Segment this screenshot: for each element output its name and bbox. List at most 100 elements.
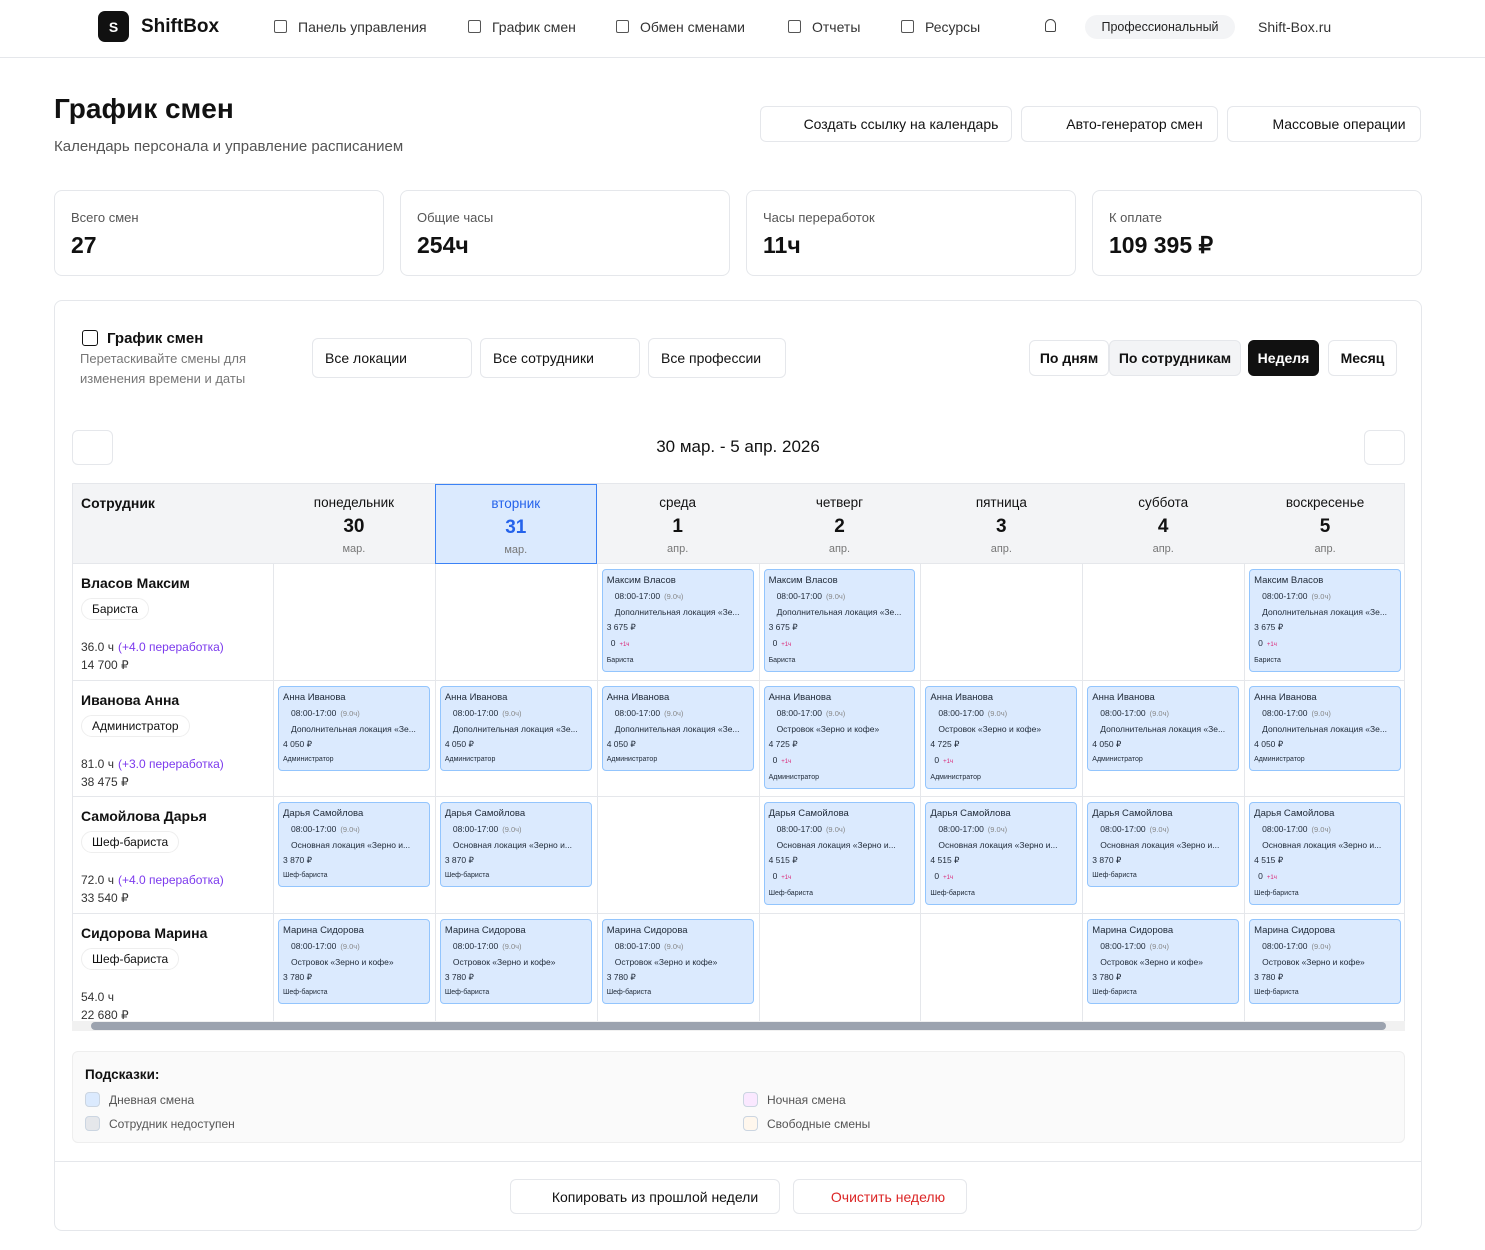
shift-location: Дополнительная локация «Зе... xyxy=(1262,723,1387,734)
shift-card[interactable]: Марина Сидорова 08:00-17:00 (9.0ч) Островок… xyxy=(1249,919,1401,1005)
view-toggle[interactable]: Неделя xyxy=(1248,340,1319,376)
duration: (9.0ч) xyxy=(1149,941,1169,951)
shift-pay: 3 780 ₽ xyxy=(606,972,636,983)
duration: (9.0ч) xyxy=(1311,824,1331,834)
shift-card[interactable]: Дарья Самойлова 08:00-17:00 (9.0ч) Основная… xyxy=(925,802,1078,905)
shift-pay: 4 515 ₽ xyxy=(768,855,798,866)
shift-card[interactable]: Максим Власов 08:00-17:00 (9.0ч) Дополнител… xyxy=(763,569,916,672)
shift-role: Администратор xyxy=(930,773,981,781)
shift-time: 08:00-17:00 (9.0ч) xyxy=(1088,939,1238,955)
shift-pay: 4 050 ₽ xyxy=(606,739,636,750)
stat-value: 109 395 ₽ xyxy=(1109,232,1214,258)
shift-card[interactable]: Дарья Самойлова 08:00-17:00 (9.0ч) Основная… xyxy=(1249,802,1401,905)
shift-time: 08:00-17:00 (9.0ч) xyxy=(603,706,753,722)
duration: (9.0ч) xyxy=(502,824,522,834)
filter-select[interactable]: Все локации xyxy=(312,338,472,378)
shift-pay: 3 675 ₽ xyxy=(768,622,798,633)
action-button[interactable]: Создать ссылку на календарь xyxy=(760,106,1012,142)
day-header: понедельник 30 мар. xyxy=(273,484,435,564)
shift-card[interactable]: Анна Иванова 08:00-17:00 (9.0ч) Дополнитель… xyxy=(601,686,754,772)
stat-label: Всего смен xyxy=(71,210,139,225)
shift-card[interactable]: Марина Сидорова 08:00-17:00 (9.0ч) Островок… xyxy=(1087,919,1240,1005)
time: 08:00-17:00 xyxy=(938,707,984,718)
shift-role: Шеф-бариста xyxy=(768,889,814,897)
weekday: четверг xyxy=(815,495,864,510)
shift-employee: Анна Иванова xyxy=(283,692,346,703)
role-badge: Администратор xyxy=(81,715,190,737)
nav-link[interactable]: Панель управления xyxy=(298,19,427,35)
nav-icon xyxy=(788,20,801,33)
shift-pay: 3 675 ₽ xyxy=(606,622,636,633)
employee-name: Власов Максим xyxy=(81,575,190,591)
view-toggle[interactable]: Месяц xyxy=(1328,340,1397,376)
shift-employee: Марина Сидорова xyxy=(1254,925,1335,936)
stat-label: К оплате xyxy=(1109,210,1163,225)
brand[interactable]: ShiftBox xyxy=(141,16,220,37)
shift-card[interactable]: Дарья Самойлова 08:00-17:00 (9.0ч) Основная… xyxy=(763,802,916,905)
shift-card[interactable]: Марина Сидорова 08:00-17:00 (9.0ч) Островок… xyxy=(601,919,754,1005)
shift-card[interactable]: Дарья Самойлова 08:00-17:00 (9.0ч) Основная… xyxy=(439,802,592,888)
nav-link[interactable]: Ресурсы xyxy=(925,19,981,35)
row-divider xyxy=(73,796,1404,797)
shift-card[interactable]: Анна Иванова 08:00-17:00 (9.0ч) Дополнитель… xyxy=(439,686,592,772)
shift-card[interactable]: Анна Иванова 08:00-17:00 (9.0ч) Дополнитель… xyxy=(1087,686,1240,772)
shift-time: 08:00-17:00 (9.0ч) xyxy=(926,822,1076,838)
shift-extra: 0 +1ч xyxy=(926,753,1076,771)
shift-card[interactable]: Максим Власов 08:00-17:00 (9.0ч) Дополнител… xyxy=(601,569,754,672)
clear-button[interactable]: Очистить неделю xyxy=(793,1179,967,1214)
shift-location: Основная локация «Зерно и... xyxy=(1262,839,1382,850)
shift-location: Дополнительная локация «Зе... xyxy=(452,723,578,734)
weekday: среда xyxy=(659,495,697,510)
shift-role: Шеф-бариста xyxy=(444,989,490,997)
shift-time: 08:00-17:00 (9.0ч) xyxy=(603,939,753,955)
view-toggle[interactable]: По сотрудникам xyxy=(1109,340,1241,376)
shift-card[interactable]: Анна Иванова 08:00-17:00 (9.0ч) Островок «З… xyxy=(763,686,916,789)
shift-card[interactable]: Марина Сидорова 08:00-17:00 (9.0ч) Островок… xyxy=(278,919,430,1005)
shift-pay: 4 725 ₽ xyxy=(930,739,960,750)
duration: (9.0ч) xyxy=(987,824,1008,834)
nav-link[interactable]: Обмен сменами xyxy=(640,19,746,35)
copy-button[interactable]: Копировать из прошлой недели xyxy=(510,1179,780,1214)
column-divider xyxy=(920,564,922,1022)
nav-link[interactable]: График смен xyxy=(492,19,576,35)
shift-time: 08:00-17:00 (9.0ч) xyxy=(765,822,915,838)
shift-card[interactable]: Анна Иванова 08:00-17:00 (9.0ч) Дополнитель… xyxy=(1249,686,1401,772)
column-divider xyxy=(1244,564,1246,1022)
shift-card[interactable]: Анна Иванова 08:00-17:00 (9.0ч) Дополнитель… xyxy=(278,686,430,772)
action-button[interactable]: Авто-генератор смен xyxy=(1021,106,1218,142)
shift-time: 08:00-17:00 (9.0ч) xyxy=(765,589,915,605)
shift-employee: Анна Иванова xyxy=(1092,692,1155,703)
plan-badge: Профессиональный xyxy=(1085,15,1235,39)
action-button[interactable]: Массовые операции xyxy=(1227,106,1421,142)
shift-employee: Анна Иванова xyxy=(444,692,508,703)
duration: (9.0ч) xyxy=(1311,708,1331,718)
nav-link[interactable]: Отчеты xyxy=(812,19,861,35)
shift-card[interactable]: Дарья Самойлова 08:00-17:00 (9.0ч) Основная… xyxy=(278,802,430,888)
shift-card[interactable]: Максим Власов 08:00-17:00 (9.0ч) Дополнител… xyxy=(1249,569,1401,672)
shift-pay: 4 515 ₽ xyxy=(930,855,960,866)
extra-overtime: +1ч xyxy=(1266,642,1277,649)
shift-card[interactable]: Дарья Самойлова 08:00-17:00 (9.0ч) Основная… xyxy=(1087,802,1240,888)
employee-hours: 81.0 ч (+3.0 переработка) xyxy=(81,757,224,771)
next-week[interactable] xyxy=(1364,430,1405,465)
time: 08:00-17:00 xyxy=(614,590,661,601)
site-menu[interactable]: Shift-Box.ru xyxy=(1258,19,1332,35)
shift-location: Основная локация «Зерно и... xyxy=(776,839,896,850)
filter-select[interactable]: Все сотрудники xyxy=(480,338,640,378)
scrollbar-thumb[interactable] xyxy=(91,1022,1386,1030)
day-header: четверг 2 апр. xyxy=(759,484,921,564)
weekday: воскресенье xyxy=(1285,495,1365,510)
bell[interactable] xyxy=(1045,19,1056,32)
time: 08:00-17:00 xyxy=(776,823,822,834)
view-toggle[interactable]: По дням xyxy=(1029,340,1109,376)
filter-select[interactable]: Все профессии xyxy=(648,338,786,378)
shift-role: Шеф-бариста xyxy=(930,889,975,897)
day-number: 3 xyxy=(996,516,1007,537)
shift-card[interactable]: Анна Иванова 08:00-17:00 (9.0ч) Островок «З… xyxy=(925,686,1078,789)
prev-week[interactable] xyxy=(72,430,113,465)
legend-title: Подсказки: xyxy=(85,1067,160,1082)
shift-employee: Максим Власов xyxy=(606,575,676,586)
shift-pay: 3 780 ₽ xyxy=(1254,972,1284,983)
shift-pay: 3 780 ₽ xyxy=(1092,972,1122,983)
shift-card[interactable]: Марина Сидорова 08:00-17:00 (9.0ч) Островок… xyxy=(439,919,592,1005)
